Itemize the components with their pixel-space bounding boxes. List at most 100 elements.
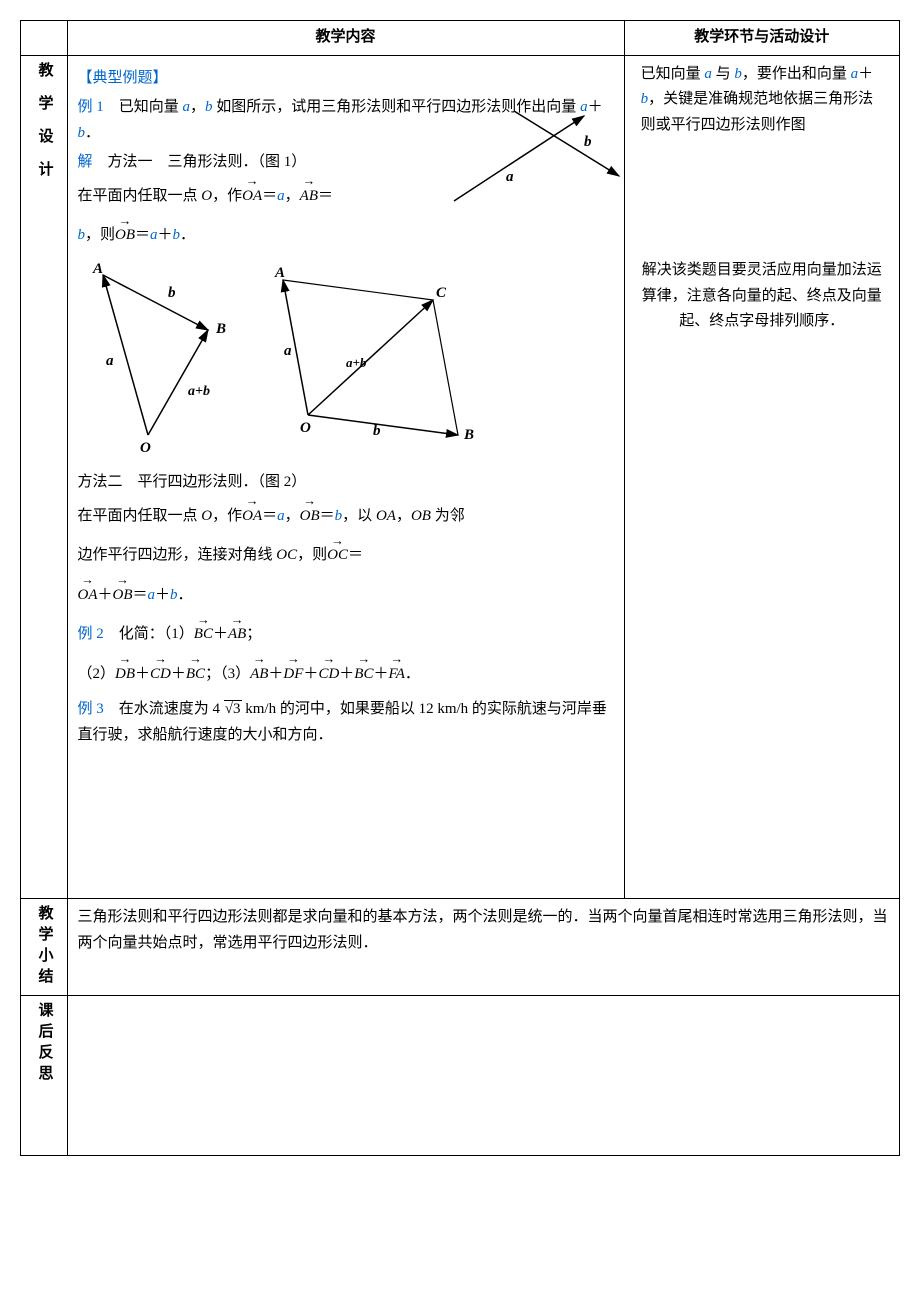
m1-eq1b: ， [285,188,300,204]
m2-l2a: 边作平行四边形，连接对角线 [78,547,277,563]
diagram-ab: a b [444,96,624,236]
m1-eq2b: ＋ [158,227,173,243]
ex2-p2b: ＋ [171,666,186,682]
vec-AB-2: AB [228,622,246,648]
m2-l1d: ， [396,508,411,524]
header-content: 教学内容 [67,21,624,56]
ex2-p2: （2） [78,666,116,682]
vec-AB-1: AB [300,184,318,210]
header-activity: 教学环节与活动设计 [624,21,899,56]
m2-eq3c: ． [178,587,193,603]
vec-b-6: b [170,587,178,603]
an1-b2: b [641,91,649,107]
m1-eq2c: ． [180,227,195,243]
vec-OB-1: OB [115,223,135,249]
vec-OA-1: OA [242,184,262,210]
side-summary-text: 教学小结 [31,905,57,989]
svg-text:C: C [436,285,447,301]
ex3-t1: 在水流速度为 4 [104,701,224,717]
vec-AB-3: AB [250,662,268,688]
an1-b: b [734,66,742,82]
svg-text:A: A [92,261,103,277]
svg-text:a+b: a+b [188,384,210,399]
svg-text:a: a [106,353,114,369]
side-design-text: 教学设计 [31,62,57,194]
side-reflect: 课后反思 [21,996,68,1156]
svg-text:A: A [274,265,285,281]
m2-l2b: ，则 [297,547,327,563]
ex1-t2: ， [190,99,205,115]
seg-OA: OA [376,508,396,524]
m1-eq1c: ＝ [318,188,333,204]
svg-text:a+b: a+b [346,355,367,370]
ex2-t: 化简：（1） [104,626,194,642]
vec-CD-2: CD [318,662,339,688]
m2-l3a: ＋ [98,587,113,603]
method1: 方法一 三角形法则．（图 1） [93,154,307,170]
m2-eq1c: ＝ [320,508,335,524]
activity-cell: 已知向量 a 与 b，要作出和向量 a＋b，关键是准确规范地依据三角形法则或平行… [624,55,899,899]
an1-a2: a [851,66,859,82]
vec-b-4: b [173,227,181,243]
diagram-construction: O A B a b a+b O A B [78,255,614,465]
ex2-s1: ； [246,626,261,642]
m2-l1c: ，以 [342,508,376,524]
ex3-label: 例 3 [78,701,104,717]
vec-FA: FA [388,662,404,688]
svg-text:b: b [168,285,176,301]
an1a: 已知向量 [641,66,705,82]
seg-OC: OC [276,547,297,563]
vec-a-5: a [277,508,285,524]
sol-label: 解 [78,154,93,170]
m1-l1b: ，作 [212,188,242,204]
svg-construction: O A B a b a+b O A B [78,255,478,455]
ex1-label: 例 1 [78,99,104,115]
vec-a-1: a [183,99,191,115]
svg-text:O: O [140,440,151,455]
ex2-end: ． [405,666,420,682]
lesson-table: 教学内容 教学环节与活动设计 教学设计 【典型例题】 例 1 已知向量 a，b … [20,20,900,1156]
svg-ab: a b [444,96,624,226]
activity-note-1: 已知向量 a 与 b，要作出和向量 a＋b，关键是准确规范地依据三角形法则或平行… [635,62,889,139]
an1e: ，关键是准确规范地依据三角形法则或平行四边形法则作图 [641,91,874,133]
vec-a-3: a [277,188,285,204]
activity-note-2: 解决该类题目要灵活应用向量加法运算律，注意各向量的起、终点及向量起、终点字母排列… [635,258,889,335]
pt-O-2: O [201,508,212,524]
svg-text:B: B [215,321,226,337]
an1-a: a [704,66,712,82]
svg-text:O: O [300,420,311,436]
m2-l1b: ，作 [212,508,242,524]
m2-eq1b: ， [285,508,300,524]
summary-cell: 三角形法则和平行四边形法则都是求向量和的基本方法，两个法则是统一的．当两个向量首… [67,899,900,996]
vec-a-6: a [148,587,156,603]
side-summary: 教学小结 [21,899,68,996]
ex2-p1a: ＋ [213,626,228,642]
m2-eq2a: ＝ [348,547,363,563]
vec-a-4: a [150,227,158,243]
ex2-label: 例 2 [78,626,104,642]
m2-eq3a: ＝ [133,587,148,603]
content-cell: 【典型例题】 例 1 已知向量 a，b 如图所示，试用三角形法则和平行四边形法则… [67,55,624,899]
ex2-p3: ；（3） [205,666,250,682]
corner-cell [21,21,68,56]
vec-OB-2: OB [300,504,320,530]
m1-eq1a: ＝ [262,188,277,204]
m1-eq2a: ＝ [135,227,150,243]
vec-OA-2: OA [242,504,262,530]
section-title: 【典型例题】 [78,70,168,86]
ex2-p3d: ＋ [373,666,388,682]
vec-DB: DB [115,662,135,688]
vec-b-2: b [78,125,86,141]
vec-BC-3: BC [354,662,373,688]
m1-l1a: 在平面内任取一点 [78,188,202,204]
ex1-t1: 已知向量 [104,99,183,115]
ex3-sqrt: √3 [224,700,242,717]
vec-CD-1: CD [150,662,171,688]
m2-l1e: 为邻 [431,508,465,524]
reflect-cell [67,996,900,1156]
an1b: 与 [712,66,735,82]
svg-text:B: B [463,427,474,443]
m1-l2a: ，则 [85,227,115,243]
vec-OA-3: OA [78,583,98,609]
m2-eq3b: ＋ [155,587,170,603]
